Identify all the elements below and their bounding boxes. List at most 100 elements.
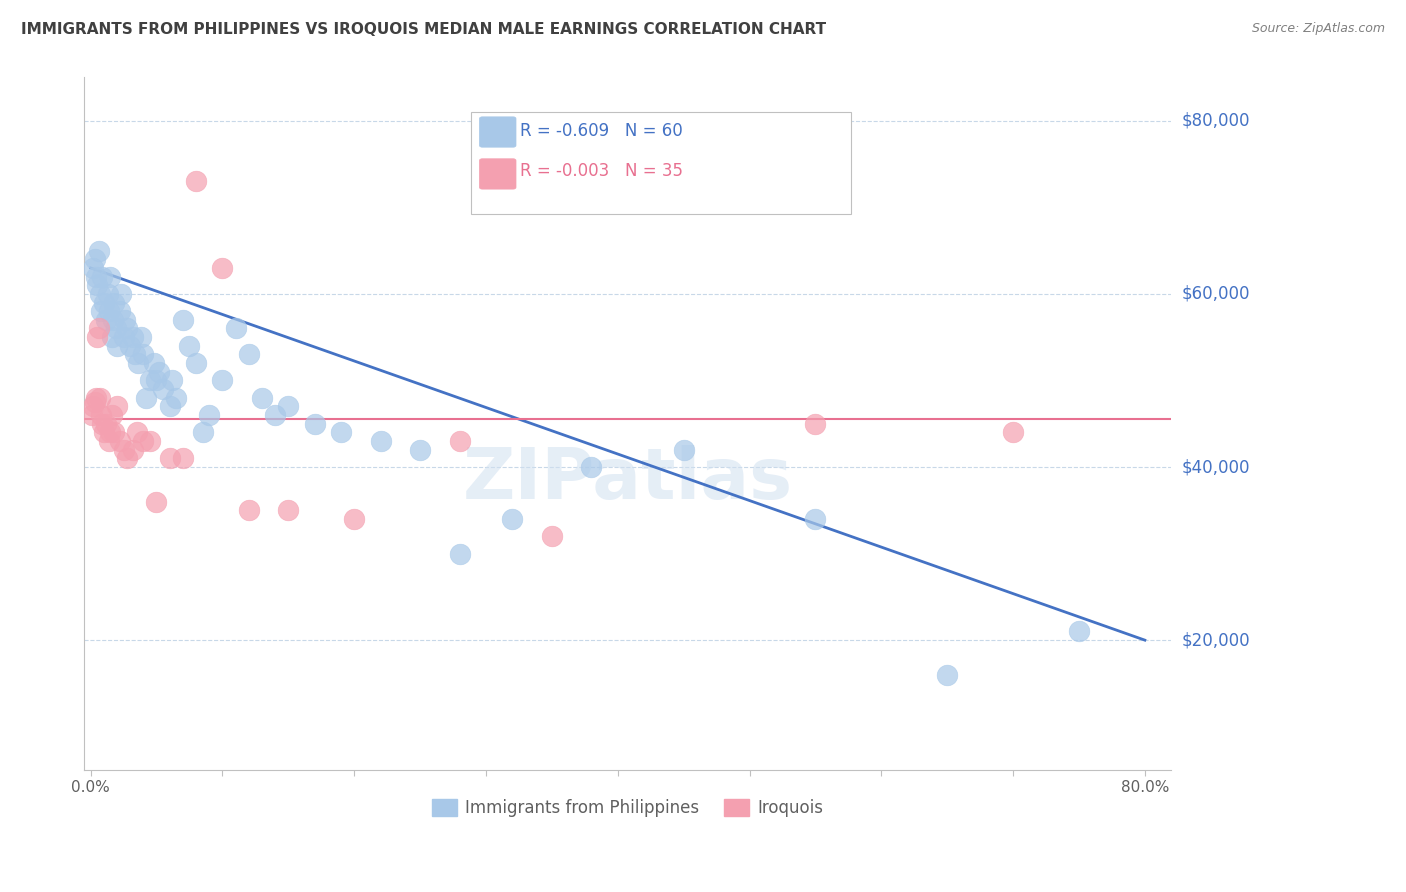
Point [98, 434, 121, 448]
Point [110, 286, 132, 301]
Point [84, 269, 107, 284]
Point [89, 391, 111, 405]
Point [91, 269, 114, 284]
Point [108, 304, 131, 318]
Point [211, 373, 233, 387]
Point [108, 434, 131, 448]
Point [80, 408, 103, 422]
Point [152, 382, 174, 396]
Point [198, 408, 221, 422]
Point [139, 373, 162, 387]
Point [135, 391, 157, 405]
Point [304, 417, 326, 431]
Point [96, 417, 118, 431]
Text: Source: ZipAtlas.com: Source: ZipAtlas.com [1251, 22, 1385, 36]
Point [90, 304, 112, 318]
Point [101, 313, 124, 327]
Point [104, 321, 127, 335]
Point [98, 304, 121, 318]
Point [159, 451, 181, 466]
Point [124, 347, 146, 361]
Text: $80,000: $80,000 [1182, 112, 1250, 129]
Text: $40,000: $40,000 [1182, 458, 1250, 476]
Point [96, 313, 118, 327]
Point [145, 494, 167, 508]
Point [172, 451, 194, 466]
Point [91, 417, 114, 431]
Point [82, 260, 104, 275]
Point [804, 512, 827, 526]
Point [82, 400, 104, 414]
Point [93, 425, 115, 440]
Point [1002, 425, 1025, 440]
Point [105, 339, 128, 353]
Point [370, 434, 392, 448]
Point [89, 286, 111, 301]
Point [238, 503, 260, 517]
Point [121, 330, 143, 344]
Point [83, 395, 105, 409]
Point [343, 512, 366, 526]
Point [159, 400, 181, 414]
Point [409, 442, 432, 457]
Point [121, 442, 143, 457]
Point [148, 365, 170, 379]
Point [184, 356, 207, 370]
Point [125, 425, 148, 440]
Point [120, 339, 142, 353]
Point [114, 313, 136, 327]
Point [225, 321, 247, 335]
Text: ZIPatlas: ZIPatlas [463, 444, 793, 514]
Point [804, 417, 827, 431]
Point [184, 174, 207, 188]
Point [100, 408, 122, 422]
Point [264, 408, 287, 422]
Point [936, 667, 959, 681]
Point [93, 295, 115, 310]
Point [105, 400, 128, 414]
Point [132, 347, 155, 361]
Point [449, 434, 471, 448]
Point [117, 451, 139, 466]
Point [103, 425, 125, 440]
Point [191, 425, 214, 440]
Point [179, 339, 201, 353]
Legend: Immigrants from Philippines, Iroquois: Immigrants from Philippines, Iroquois [425, 792, 830, 824]
Point [330, 425, 353, 440]
Point [87, 244, 110, 258]
Point [97, 286, 120, 301]
Point [90, 408, 112, 422]
Point [145, 373, 167, 387]
Point [98, 425, 121, 440]
Point [87, 321, 110, 335]
Text: IMMIGRANTS FROM PHILIPPINES VS IROQUOIS MEDIAN MALE EARNINGS CORRELATION CHART: IMMIGRANTS FROM PHILIPPINES VS IROQUOIS … [21, 22, 827, 37]
Point [84, 391, 107, 405]
Point [117, 321, 139, 335]
Point [100, 330, 122, 344]
Point [162, 373, 184, 387]
Text: R = -0.609   N = 60: R = -0.609 N = 60 [520, 122, 683, 140]
Point [103, 295, 125, 310]
Point [129, 330, 152, 344]
Text: $20,000: $20,000 [1182, 632, 1250, 649]
Point [142, 356, 165, 370]
Point [132, 434, 155, 448]
Point [449, 547, 471, 561]
Point [540, 529, 562, 543]
Point [112, 442, 135, 457]
Point [112, 330, 135, 344]
Point [1067, 624, 1090, 639]
Point [277, 503, 299, 517]
Point [581, 460, 603, 475]
Point [165, 391, 187, 405]
Point [172, 313, 194, 327]
Point [250, 391, 273, 405]
Point [238, 347, 260, 361]
Point [86, 278, 108, 293]
Point [83, 252, 105, 267]
Point [98, 269, 121, 284]
Point [211, 260, 233, 275]
Text: $60,000: $60,000 [1182, 285, 1250, 303]
Point [277, 400, 299, 414]
Point [672, 442, 695, 457]
